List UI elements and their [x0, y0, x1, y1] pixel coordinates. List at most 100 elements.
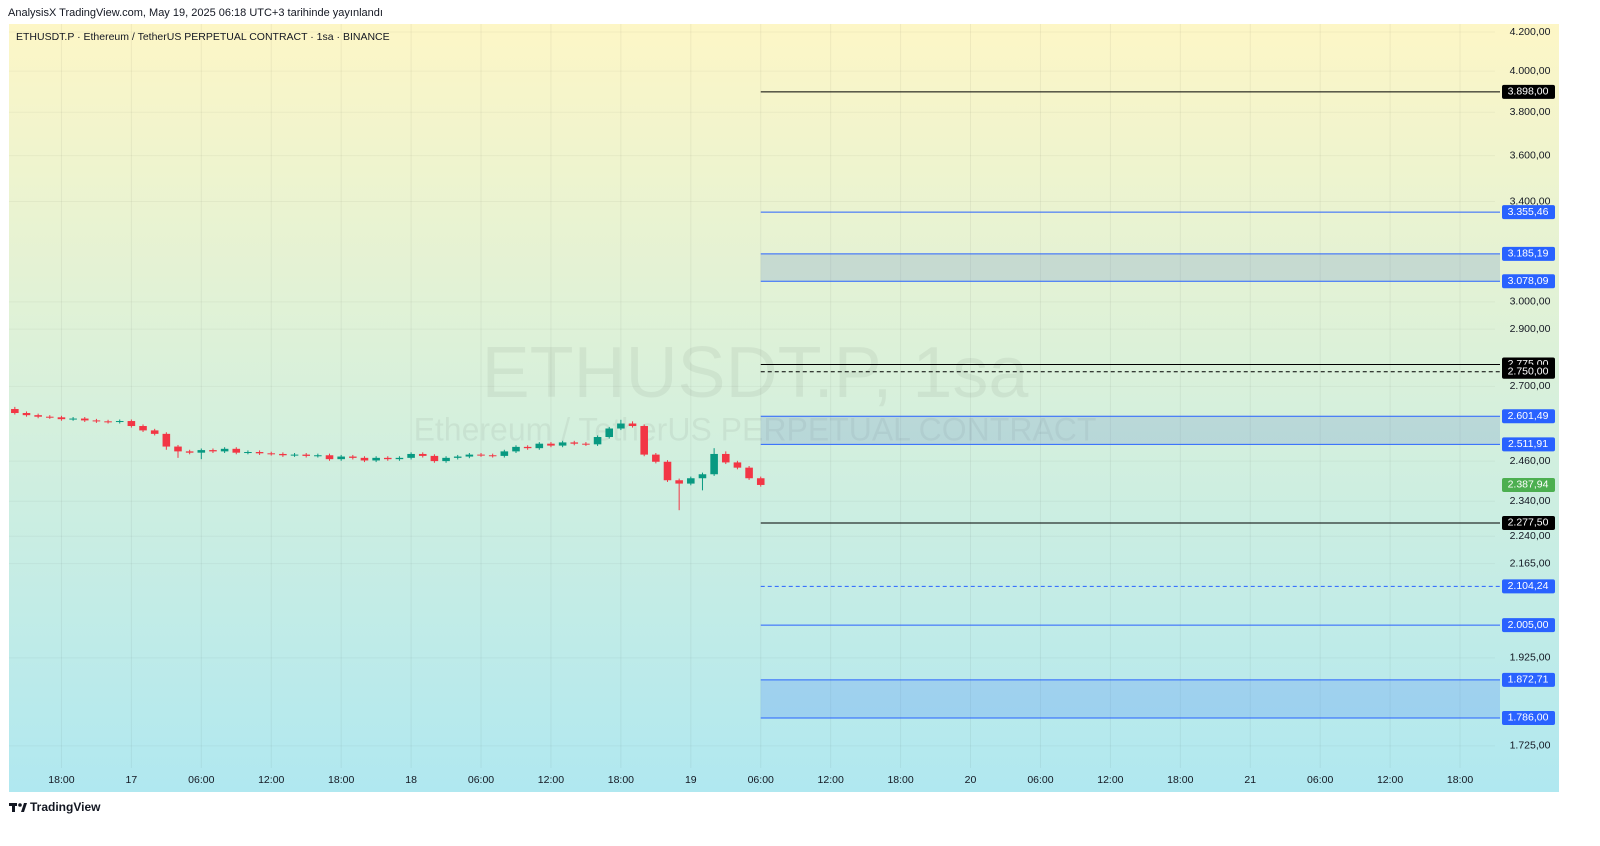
x-tick-label: 17 — [126, 774, 138, 786]
candle-body — [220, 448, 229, 452]
x-tick-label: 12:00 — [538, 774, 564, 786]
level-label: 1.786,00 — [1508, 712, 1549, 724]
zone — [760, 416, 1500, 445]
level-label: 2.601,49 — [1508, 410, 1549, 422]
level-label: 2.104,24 — [1508, 580, 1549, 592]
level-label: 2.511,91 — [1508, 438, 1548, 450]
candle-body — [383, 457, 392, 460]
x-tick-label: 18:00 — [48, 774, 74, 786]
y-tick-label: 2.900,00 — [1510, 323, 1551, 335]
y-tick-label: 2.700,00 — [1510, 380, 1551, 392]
level-box — [1502, 710, 1555, 725]
candle-body — [197, 450, 206, 453]
y-tick-label: 1.925,00 — [1510, 652, 1551, 664]
candle-body — [593, 437, 602, 445]
level-label: 2.750,00 — [1508, 365, 1549, 377]
candle-body — [349, 456, 357, 458]
candle-body — [337, 456, 345, 460]
candle-body — [710, 453, 718, 475]
y-tick-label: 2.460,00 — [1510, 455, 1551, 467]
candle-body — [721, 453, 730, 463]
watermark-subtitle: Ethereum / TetherUS PERPETUAL CONTRACT — [414, 411, 1097, 447]
candle-body — [104, 421, 112, 423]
x-tick-label: 19 — [685, 774, 697, 786]
candle-body — [535, 443, 544, 449]
level-label: 3.355,46 — [1508, 206, 1549, 218]
level-box — [1502, 515, 1555, 530]
x-tick-label: 06:00 — [1307, 774, 1333, 786]
candle-body — [314, 455, 322, 457]
candle-body — [209, 450, 217, 452]
candle-body — [477, 454, 485, 456]
y-tick-label: 3.800,00 — [1510, 106, 1551, 118]
footer-brand: TradingView — [30, 800, 101, 814]
candle-body — [430, 455, 439, 462]
plot-background — [9, 24, 1559, 792]
candle-body — [302, 454, 310, 456]
level-box — [1502, 274, 1555, 289]
y-tick-label: 4.000,00 — [1510, 65, 1551, 77]
x-tick-label: 21 — [1244, 774, 1256, 786]
candle-body — [407, 453, 415, 458]
y-tick-label: 2.340,00 — [1510, 495, 1551, 507]
level-box — [1502, 437, 1555, 452]
candle-body — [174, 446, 182, 452]
zone — [760, 679, 1500, 718]
level-box — [1502, 579, 1555, 594]
candle-body — [325, 455, 334, 460]
candle-body — [267, 453, 276, 455]
header: AnalysisX TradingView.com, May 19, 2025 … — [8, 7, 383, 19]
level-box — [1502, 364, 1555, 379]
level-box — [1502, 618, 1555, 633]
candle-body — [547, 443, 555, 446]
y-tick-label: 3.400,00 — [1510, 195, 1551, 207]
candle-body — [92, 420, 101, 422]
x-tick-label: 12:00 — [1097, 774, 1123, 786]
level-label: 3.078,09 — [1508, 275, 1549, 287]
y-tick-label: 2.240,00 — [1510, 530, 1551, 542]
candle-body — [605, 428, 614, 438]
x-tick-label: 18:00 — [887, 774, 913, 786]
candle-body — [69, 418, 77, 420]
level-box — [1502, 84, 1555, 99]
x-tick-label: 18:00 — [328, 774, 354, 786]
candle-body — [139, 426, 147, 431]
y-tick-label: 3.000,00 — [1510, 296, 1551, 308]
level-box — [1502, 409, 1555, 424]
candle-body — [244, 452, 252, 454]
x-tick-label: 06:00 — [468, 774, 494, 786]
candle-body — [687, 478, 695, 484]
logo — [9, 803, 27, 812]
candle-body — [663, 461, 672, 481]
candle-body — [290, 454, 299, 456]
candle-body — [570, 442, 579, 444]
x-tick-label: 06:00 — [748, 774, 774, 786]
x-tick-label: 06:00 — [1027, 774, 1053, 786]
candle-body — [418, 453, 427, 456]
level-label: 3.185,19 — [1508, 248, 1549, 260]
candle-body — [617, 423, 625, 429]
candle-body — [46, 416, 54, 418]
candle-body — [756, 478, 765, 485]
symbol-title: ETHUSDT.P · Ethereum / TetherUS PERPETUA… — [16, 31, 390, 43]
candle-body — [453, 456, 462, 458]
x-tick-label: 18 — [405, 774, 417, 786]
candle-body — [11, 409, 19, 414]
candle-body — [745, 467, 753, 479]
candle-body — [360, 457, 369, 461]
x-tick-label: 12:00 — [1377, 774, 1403, 786]
candle-body — [150, 430, 159, 434]
candle-body — [279, 453, 287, 456]
candle-body — [57, 417, 66, 420]
watermark: ETHUSDT.P, 1sa — [482, 333, 1030, 413]
last-price-label: 2.387,94 — [1508, 479, 1549, 491]
candle-body — [372, 457, 380, 461]
level-label: 1.872,71 — [1508, 674, 1549, 686]
candle-body — [162, 433, 171, 447]
candle-body — [395, 457, 404, 460]
candle-body — [652, 454, 660, 462]
candle-body — [698, 474, 707, 479]
level-box — [1502, 672, 1555, 687]
candle-body — [127, 421, 136, 427]
